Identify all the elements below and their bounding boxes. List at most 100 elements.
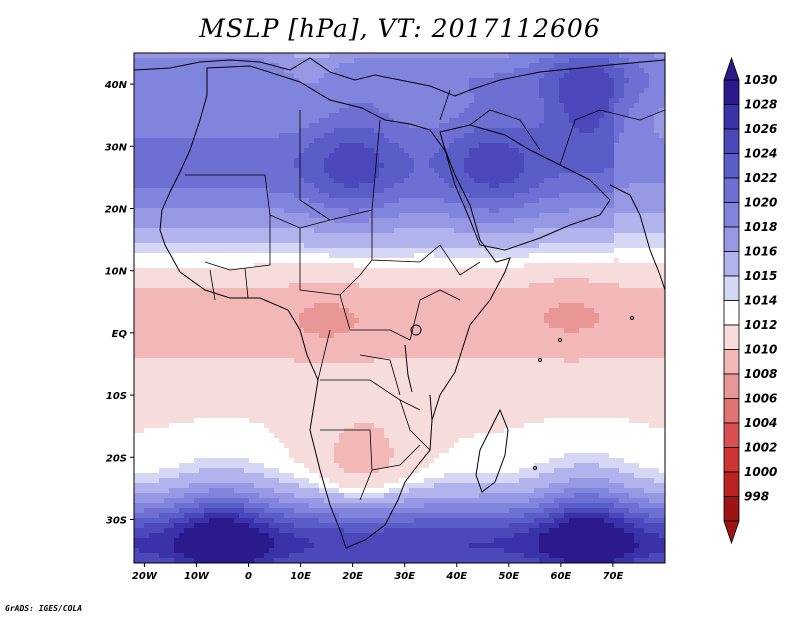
pressure-cell [449, 273, 455, 279]
pressure-cell [304, 168, 310, 174]
pressure-cell [659, 138, 665, 144]
pressure-cell [449, 133, 455, 139]
pressure-cell [144, 58, 150, 64]
pressure-cell [499, 183, 505, 189]
pressure-cell [489, 88, 495, 94]
pressure-cell [424, 208, 430, 214]
pressure-cell [524, 263, 530, 269]
pressure-cell [599, 93, 605, 99]
pressure-cell [604, 168, 610, 174]
pressure-cell [479, 58, 485, 64]
pressure-cell [379, 153, 385, 159]
pressure-cell [494, 278, 500, 284]
pressure-cell [509, 103, 515, 109]
pressure-cell [459, 273, 465, 279]
pressure-cell [349, 108, 355, 114]
pressure-cell [239, 153, 245, 159]
pressure-cell [444, 108, 450, 114]
pressure-cell [149, 183, 155, 189]
pressure-cell [269, 148, 275, 154]
pressure-cell [304, 233, 310, 239]
pressure-cell [654, 93, 660, 99]
pressure-cell [394, 108, 400, 114]
pressure-cell [654, 138, 660, 144]
pressure-cell [529, 143, 535, 149]
pressure-cell [329, 238, 335, 244]
pressure-cell [639, 148, 645, 154]
pressure-cell [224, 58, 230, 64]
pressure-cell [404, 118, 410, 124]
pressure-cell [459, 188, 465, 194]
pressure-cell [519, 213, 525, 219]
pressure-cell [649, 168, 655, 174]
pressure-cell [379, 158, 385, 164]
pressure-cell [199, 268, 205, 274]
pressure-cell [504, 163, 510, 169]
pressure-cell [159, 143, 165, 149]
pressure-cell [629, 118, 635, 124]
pressure-cell [234, 53, 240, 59]
pressure-cell [534, 223, 540, 229]
pressure-cell [324, 273, 330, 279]
pressure-cell [399, 163, 405, 169]
pressure-cell [179, 68, 185, 74]
pressure-cell [589, 168, 595, 174]
pressure-cell [339, 183, 345, 189]
pressure-cell [569, 118, 575, 124]
pressure-cell [219, 153, 225, 159]
pressure-cell [659, 243, 665, 249]
pressure-cell [449, 68, 455, 74]
pressure-cell [604, 138, 610, 144]
pressure-cell [319, 133, 325, 139]
pressure-cell [614, 73, 620, 79]
pressure-cell [244, 73, 250, 79]
pressure-cell [644, 148, 650, 154]
pressure-cell [284, 88, 290, 94]
pressure-cell [454, 53, 460, 59]
pressure-cell [634, 208, 640, 214]
pressure-cell [394, 113, 400, 119]
pressure-cell [409, 178, 415, 184]
pressure-cell [544, 123, 550, 129]
pressure-cell [564, 93, 570, 99]
pressure-cell [304, 68, 310, 74]
pressure-cell [394, 123, 400, 129]
pressure-cell [539, 263, 545, 269]
pressure-cell [329, 223, 335, 229]
pressure-cell [254, 178, 260, 184]
pressure-cell [439, 118, 445, 124]
pressure-cell [459, 233, 465, 239]
pressure-cell [459, 163, 465, 169]
pressure-cell [659, 118, 665, 124]
pressure-cell [269, 203, 275, 209]
pressure-cell [229, 88, 235, 94]
pressure-cell [249, 213, 255, 219]
pressure-cell [354, 183, 360, 189]
pressure-cell [424, 203, 430, 209]
pressure-cell [614, 53, 620, 59]
pressure-cell [594, 73, 600, 79]
pressure-cell [149, 143, 155, 149]
pressure-cell [494, 183, 500, 189]
pressure-cell [529, 168, 535, 174]
pressure-cell [349, 278, 355, 284]
pressure-cell [199, 118, 205, 124]
pressure-cell [444, 143, 450, 149]
pressure-cell [529, 68, 535, 74]
pressure-cell [579, 273, 585, 279]
pressure-cell [299, 253, 305, 259]
pressure-cell [424, 148, 430, 154]
pressure-cell [429, 188, 435, 194]
pressure-cell [504, 183, 510, 189]
pressure-cell [544, 213, 550, 219]
pressure-cell [579, 193, 585, 199]
pressure-cell [654, 188, 660, 194]
pressure-cell [169, 203, 175, 209]
pressure-cell [169, 53, 175, 59]
pressure-cell [229, 113, 235, 119]
pressure-cell [624, 53, 630, 59]
pressure-cell [574, 243, 580, 249]
pressure-cell [509, 63, 515, 69]
pressure-cell [264, 203, 270, 209]
pressure-cell [139, 93, 145, 99]
